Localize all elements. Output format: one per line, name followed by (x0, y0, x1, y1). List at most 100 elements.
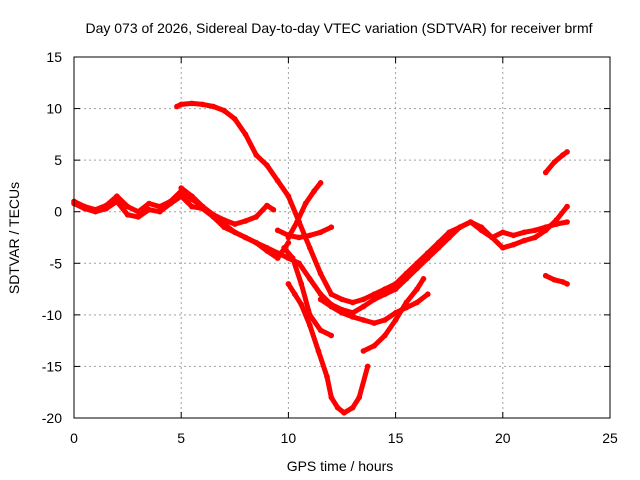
data-point (210, 103, 217, 110)
grid-lines (74, 57, 610, 418)
data-point (403, 299, 410, 306)
data-point (564, 149, 570, 155)
data-point (307, 312, 313, 318)
data-point (189, 193, 195, 199)
data-point (167, 200, 174, 207)
data-point (294, 219, 300, 225)
data-point (317, 296, 324, 303)
data-point (232, 116, 238, 122)
data-point (382, 286, 388, 292)
data-point (274, 227, 281, 234)
data-point (135, 214, 142, 220)
data-point (542, 272, 549, 279)
x-tick-labels: 0 5 10 15 20 25 (70, 430, 618, 446)
data-point (564, 203, 570, 210)
data-point (521, 237, 527, 244)
data-point (457, 224, 463, 230)
y-tick-label: -10 (42, 307, 62, 323)
data-point (302, 200, 309, 207)
series-track-6 (281, 245, 335, 339)
data-point (560, 152, 566, 158)
data-point (356, 394, 363, 401)
data-point (324, 373, 330, 380)
data-point (425, 255, 431, 261)
series-track-5 (285, 281, 371, 416)
plot-frame (73, 56, 611, 419)
y-tick-label: 5 (54, 152, 62, 168)
data-point (292, 291, 298, 298)
y-tick-label: -15 (42, 358, 62, 374)
data-point (317, 327, 324, 334)
data-point (371, 343, 378, 349)
data-point (114, 193, 120, 199)
data-point (264, 202, 270, 209)
data-point (510, 232, 517, 239)
data-point (532, 227, 538, 234)
data-point (289, 255, 296, 261)
data-point (232, 221, 238, 227)
data-series (71, 100, 570, 416)
series-track-4 (178, 185, 570, 316)
x-tick-label: 20 (495, 430, 511, 446)
data-point (285, 232, 292, 239)
data-point (403, 276, 410, 282)
data-point (328, 291, 335, 298)
data-point (478, 224, 485, 230)
data-point (521, 229, 527, 236)
data-point (199, 101, 206, 108)
data-point (392, 286, 399, 292)
data-point (467, 219, 474, 225)
data-point (360, 317, 367, 323)
data-point (425, 291, 431, 298)
series-track-11 (542, 149, 570, 176)
data-point (281, 245, 287, 251)
tick-marks (73, 56, 611, 419)
data-point (500, 245, 506, 251)
data-point (414, 299, 420, 306)
data-point (221, 224, 227, 230)
x-tick-label: 5 (177, 430, 185, 446)
data-point (146, 200, 152, 207)
data-point (285, 239, 292, 246)
data-point (298, 301, 305, 308)
data-point (564, 219, 570, 225)
data-point (328, 394, 335, 401)
data-point (317, 229, 324, 236)
data-point (339, 296, 345, 303)
data-point (232, 229, 238, 236)
data-point (339, 310, 345, 316)
data-point (341, 410, 347, 416)
data-point (420, 276, 427, 282)
data-point (382, 291, 388, 298)
data-point (296, 234, 302, 241)
data-point (307, 322, 313, 329)
data-point (178, 185, 184, 191)
y-tick-label: 10 (46, 101, 62, 117)
data-point (296, 260, 302, 267)
data-point (360, 296, 367, 303)
data-point (199, 203, 206, 210)
x-tick-label: 15 (388, 430, 404, 446)
data-point (553, 217, 560, 223)
data-point (414, 286, 420, 292)
data-point (178, 193, 184, 199)
data-point (317, 180, 324, 186)
data-point (532, 234, 538, 241)
data-point (382, 317, 388, 323)
data-point (81, 205, 88, 212)
data-point (560, 279, 566, 285)
data-point (210, 214, 217, 220)
data-point (264, 162, 270, 169)
data-point (446, 234, 453, 241)
data-point (178, 101, 184, 108)
data-point (435, 245, 442, 251)
data-point (307, 232, 313, 239)
data-point (242, 218, 249, 224)
data-point (274, 250, 281, 256)
x-tick-label: 25 (602, 430, 618, 446)
data-point (328, 224, 335, 230)
data-point (242, 234, 249, 241)
data-point (489, 234, 495, 241)
